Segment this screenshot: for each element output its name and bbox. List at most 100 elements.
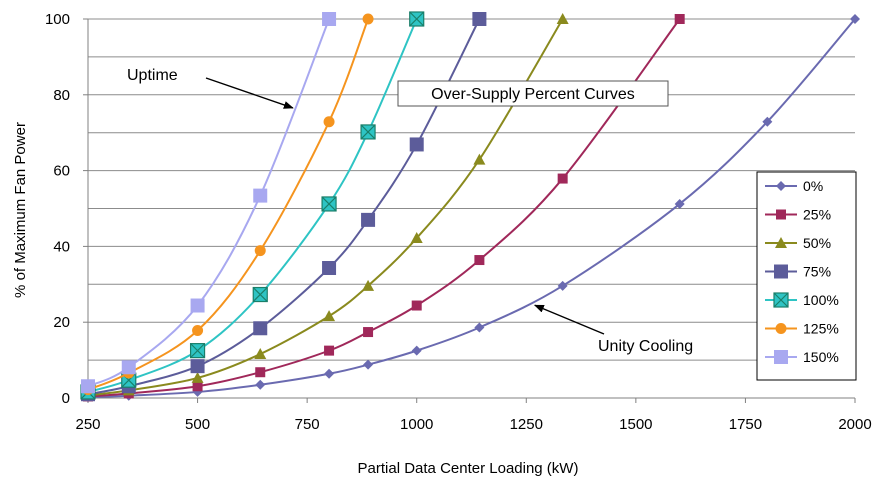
annotation-box <box>397 80 669 107</box>
data-point <box>409 137 424 152</box>
data-point <box>321 196 337 212</box>
data-point <box>253 188 268 203</box>
legend-swatch-marker <box>774 350 788 364</box>
data-point <box>674 198 685 209</box>
legend-item: 50% <box>765 235 831 251</box>
data-point <box>762 116 773 127</box>
data-point <box>363 327 374 338</box>
data-point <box>190 359 205 374</box>
legend-label: 25% <box>803 207 831 223</box>
legend-item: 100% <box>765 292 839 308</box>
legend-item: 125% <box>765 321 839 337</box>
annotation-over-supply: Over-Supply Percent Curves <box>431 86 635 103</box>
series-150pct <box>81 12 337 394</box>
data-point <box>323 310 336 322</box>
x-tick-label: 1500 <box>619 416 652 433</box>
data-point <box>474 255 485 266</box>
legend-label: 50% <box>803 235 831 251</box>
data-point <box>255 379 266 390</box>
marker-cross <box>360 124 376 140</box>
data-point <box>474 322 485 333</box>
data-point <box>121 360 136 375</box>
data-point <box>190 298 205 313</box>
annotation-arrow <box>205 77 294 109</box>
data-point <box>556 13 569 24</box>
marker-cross <box>321 196 337 212</box>
legend-swatch-marker <box>774 264 788 279</box>
data-point <box>473 153 486 165</box>
data-point <box>322 261 337 276</box>
legend-label: 150% <box>803 349 839 365</box>
legend-label: 125% <box>803 321 839 337</box>
data-point <box>472 12 487 26</box>
legend-swatch-marker <box>775 323 787 334</box>
data-point <box>410 232 423 244</box>
x-axis-title: Partial Data Center Loading (kW) <box>358 460 579 477</box>
x-tick-label: 250 <box>75 416 100 433</box>
x-tick-label: 1000 <box>400 416 433 433</box>
data-point <box>192 325 204 337</box>
marker-cross <box>409 11 425 27</box>
data-point <box>411 300 422 311</box>
data-point <box>324 368 335 379</box>
y-tick-label: 0 <box>62 390 70 407</box>
legend-swatch-marker <box>775 237 787 248</box>
data-point <box>254 245 266 257</box>
series-line <box>87 18 330 388</box>
series-group <box>80 11 860 403</box>
legend-label: 0% <box>803 178 823 194</box>
y-tick-label: 40 <box>53 238 70 255</box>
annotations: Uptime Over-Supply Percent Curves Unity Co… <box>127 67 693 355</box>
y-tick-label: 60 <box>53 163 70 180</box>
marker-cross <box>252 287 268 302</box>
legend-box <box>756 171 857 381</box>
x-tick-label: 750 <box>295 416 320 433</box>
legend-label: 100% <box>803 292 839 308</box>
legend-item: 150% <box>765 349 839 365</box>
annotation-uptime: Uptime <box>127 67 178 84</box>
data-point <box>363 359 374 370</box>
data-point <box>850 14 860 24</box>
x-tick-label: 500 <box>185 416 210 433</box>
tick-labels: 250 500 750 1000 1250 1500 1750 2000 0 20 40 60 80 10… <box>45 11 872 433</box>
data-point <box>557 280 568 291</box>
legend-swatch-marker <box>773 292 789 308</box>
data-point <box>557 173 568 184</box>
data-point <box>255 367 266 378</box>
y-tick-label: 80 <box>53 87 70 104</box>
data-point <box>409 11 425 27</box>
data-point <box>411 345 422 356</box>
data-point <box>360 124 376 140</box>
axes <box>87 19 855 399</box>
x-tick-label: 1750 <box>729 416 762 433</box>
y-tick-label: 20 <box>53 314 70 331</box>
y-tick-label: 100 <box>45 11 70 28</box>
data-point <box>253 321 268 336</box>
x-tick-label: 1250 <box>510 416 543 433</box>
data-point <box>254 348 267 360</box>
data-point <box>81 379 95 394</box>
data-point <box>252 286 268 303</box>
data-point <box>362 279 375 291</box>
annotation-arrow <box>533 304 605 335</box>
marker-cross <box>773 292 789 308</box>
data-point <box>674 14 685 24</box>
legend-swatch-marker <box>776 181 786 191</box>
legend-item: 25% <box>765 207 831 223</box>
data-point <box>189 343 206 359</box>
legend: 0% 25% 50% 75% 100% 125% 150% <box>756 171 857 381</box>
legend-swatch-marker <box>776 209 786 220</box>
data-point <box>192 381 203 392</box>
data-point <box>324 345 335 356</box>
data-point <box>323 116 335 128</box>
marker-cross <box>190 343 205 359</box>
data-point <box>362 13 374 25</box>
data-point <box>191 371 204 383</box>
data-point <box>322 12 337 26</box>
legend-item: 0% <box>765 178 823 194</box>
series-100pct <box>80 11 425 400</box>
y-axis-title: % of Maximum Fan Power <box>12 122 29 298</box>
data-point <box>361 212 376 227</box>
annotation-unity-cooling: Unity Cooling <box>598 338 693 355</box>
